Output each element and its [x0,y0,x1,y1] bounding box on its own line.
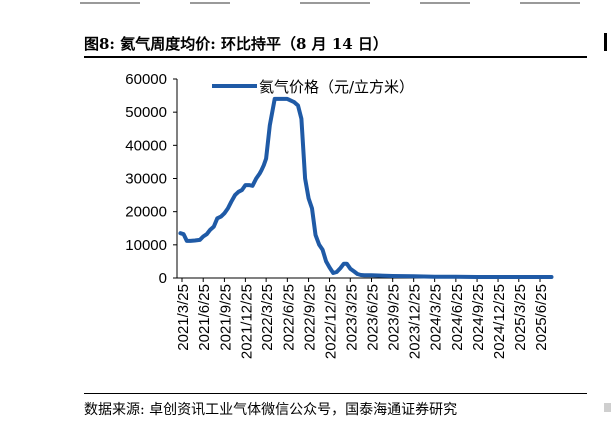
x-tick-label: 2023/12/25 [407,284,424,359]
x-tick-label: 2022/3/25 [259,284,276,351]
x-tick-label: 2022/9/25 [302,284,319,351]
x-tick-label: 2021/9/25 [217,284,234,351]
y-tick-label: 0 [159,270,167,287]
x-tick-label: 2021/6/25 [196,284,213,351]
title-rule [84,56,587,58]
x-tick-label: 2024/12/25 [491,284,508,359]
x-tick-label: 2021/3/25 [175,284,192,351]
y-tick-label: 50000 [125,104,167,121]
top-dash [520,2,580,4]
y-tick-label: 20000 [125,204,167,221]
legend: 氦气价格（元/立方米） [212,78,414,96]
x-tick-label: 2024/6/25 [449,284,466,351]
top-dash [420,2,470,4]
y-tick-label: 40000 [125,137,167,154]
x-tick-label: 2022/12/25 [323,284,340,359]
source-note: 数据来源: 卓创资讯工业气体微信公众号，国泰海通证券研究 [84,402,458,418]
x-tick-label: 2022/6/25 [280,284,297,351]
top-dash [300,2,370,4]
series-line [178,96,554,279]
x-tick-label: 2024/9/25 [470,284,487,351]
adjacent-figure-edge [604,403,611,412]
y-tick-label: 30000 [125,171,167,188]
legend-label: 氦气价格（元/立方米） [259,78,414,96]
y-tick-label: 60000 [125,71,167,88]
x-tick-label: 2025/6/25 [533,284,550,351]
y-tick-label: 10000 [125,237,167,254]
top-dash [80,2,140,4]
adjacent-figure-edge [604,33,607,51]
figure-title: 图8: 氦气周度均价: 环比持平（8 月 14 日） [84,35,388,53]
x-tick-label: 2025/3/25 [512,284,529,351]
x-tick-label: 2024/3/25 [428,284,445,351]
source-rule [84,393,587,394]
x-tick-label: 2023/9/25 [386,284,403,351]
top-border-strip [0,0,611,8]
x-tick-label: 2023/6/25 [364,284,381,351]
top-dash [190,2,230,4]
x-tick-label: 2021/12/25 [238,284,255,359]
x-tick-label: 2023/3/25 [343,284,360,351]
